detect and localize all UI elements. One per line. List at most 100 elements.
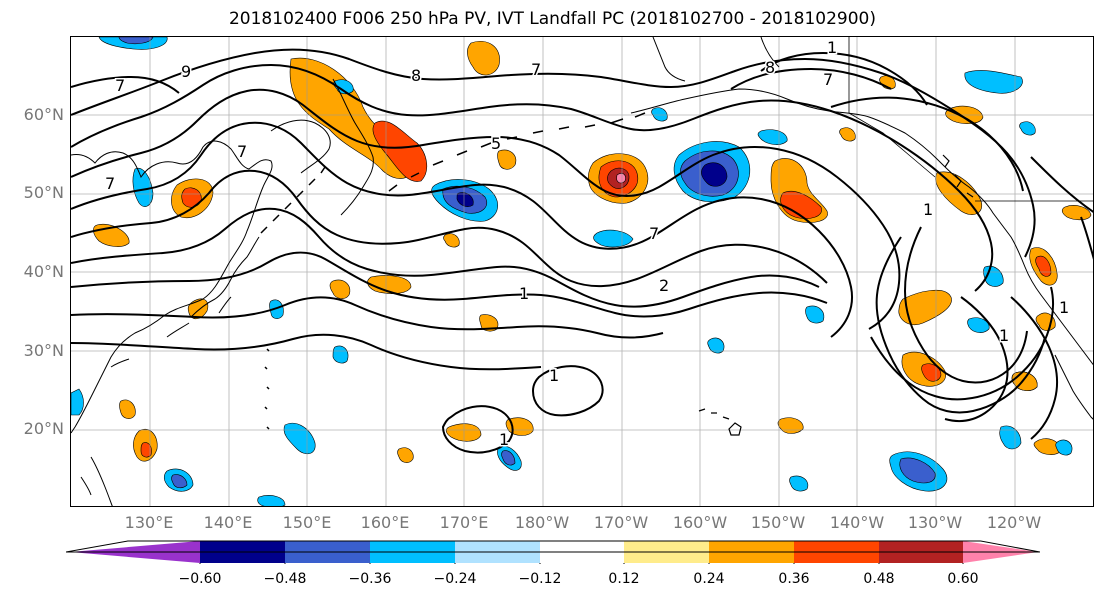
ivt-contour [870, 286, 1055, 401]
contour-label: 1 [827, 38, 837, 57]
pv-positive-blob [397, 447, 414, 463]
gridlines [71, 37, 1093, 506]
asia-coastline [71, 140, 273, 434]
colorbar-graphic [65, 540, 1041, 567]
contour-label: 1 [923, 200, 933, 219]
pv-negative-blob [332, 345, 349, 364]
map-canvas: 9 8 7 7 7 7 5 8 7 7 1 2 1 1 1 1 1 1 [71, 37, 1093, 506]
lat-label-20n: 20°N [23, 419, 64, 438]
colorbar-outline [65, 540, 1041, 553]
colorbar-label: −0.24 [433, 571, 477, 587]
pv-negative-blob [651, 107, 668, 122]
negative-anomaly-fills [71, 37, 1073, 506]
pv-positive-blob [329, 279, 351, 299]
pv-negative-blob [757, 129, 788, 145]
colorbar-label: 0.24 [693, 571, 725, 587]
ivt-contour [71, 121, 853, 338]
ivt-contour [71, 75, 180, 94]
contour-label: 7 [531, 60, 541, 79]
lon-label-160e: 160°E [360, 513, 410, 532]
philippines-coastline [80, 456, 113, 506]
colorbar-label: 0.12 [608, 571, 640, 587]
lon-label-130w: 130°W [907, 513, 963, 532]
ivt-contour [531, 365, 604, 417]
lon-label-170w: 170°W [593, 513, 649, 532]
contour-label: 7 [105, 174, 115, 193]
pv-negative-blob [899, 457, 936, 484]
colorbar-label: −0.36 [348, 571, 392, 587]
ivt-contours [71, 48, 1093, 454]
ivt-contour [1010, 296, 1058, 440]
contour-label: 2 [659, 276, 669, 295]
colorbar [65, 540, 1041, 568]
contour-labels: 9 8 7 7 7 7 5 8 7 7 1 2 1 1 1 1 1 1 [104, 37, 1071, 451]
okhotsk-coastline [270, 119, 331, 174]
pv-positive-blob [443, 233, 460, 248]
ivt-contour [71, 251, 828, 318]
colorbar-label: −0.48 [263, 571, 307, 587]
pv-positive-blob [777, 417, 804, 434]
lat-label-50n: 50°N [23, 183, 64, 202]
pv-positive-blob [497, 149, 517, 170]
alaska-coastline [630, 88, 1093, 366]
pv-negative-blob [257, 495, 286, 506]
colorbar-label: −0.12 [518, 571, 562, 587]
colorbar-ticks [199, 563, 964, 567]
pv-negative-blob [269, 299, 284, 319]
colorbar-label: 0.48 [863, 571, 895, 587]
pv-positive-blob [467, 41, 500, 76]
canada-border [848, 37, 936, 178]
map-title: 2018102400 F006 250 hPa PV, IVT Landfall… [228, 9, 876, 29]
pv-positive-blob [479, 314, 499, 332]
pv-negative-blob [501, 450, 516, 466]
positive-anomaly-fills [93, 41, 1092, 463]
lon-label-120w: 120°W [986, 513, 1042, 532]
pv-negative-blob [999, 425, 1022, 450]
pv-negative-blob [132, 167, 154, 207]
lon-label-130e: 130°E [124, 513, 174, 532]
contour-label: 7 [115, 76, 125, 95]
hawaii-islands [698, 408, 742, 436]
contour-label: 1 [549, 366, 559, 385]
pv-positive-blob [1035, 255, 1052, 277]
lon-label-140e: 140°E [203, 513, 253, 532]
map-panel: 9 8 7 7 7 7 5 8 7 7 1 2 1 1 1 1 1 1 [70, 36, 1094, 507]
pv-positive-blob [616, 173, 626, 184]
lon-label-150e: 150°E [282, 513, 332, 532]
ivt-contour [875, 236, 1046, 414]
contour-label: 8 [765, 58, 775, 77]
alaska-north-coastline [652, 37, 780, 82]
mexico-coastline [1054, 354, 1093, 420]
pv-negative-blob [789, 475, 809, 492]
pv-positive-blob [119, 399, 136, 419]
ivt-contour [71, 169, 828, 288]
pv-negative-blob [71, 388, 84, 416]
pv-negative-blob [1019, 121, 1036, 136]
aleutian-islands [388, 112, 646, 192]
kamchatka-coastline [332, 78, 374, 216]
contour-label: 9 [181, 62, 191, 81]
contour-label: 7 [649, 224, 659, 243]
ivt-contour [1080, 216, 1093, 260]
japan-coastline [190, 236, 260, 318]
ivt-contour [830, 96, 1024, 192]
pv-negative-blob [118, 37, 154, 45]
pv-negative-blob [456, 192, 474, 207]
pv-negative-blob [707, 337, 725, 354]
colorbar-label: −0.60 [178, 571, 222, 587]
lat-label-40n: 40°N [23, 262, 64, 281]
lat-label-30n: 30°N [23, 341, 64, 360]
ivt-contour [71, 333, 542, 371]
pv-negative-blob [964, 70, 1023, 94]
ivt-contour [441, 405, 514, 454]
ivt-contour [71, 296, 664, 339]
lon-label-160w: 160°W [672, 513, 728, 532]
lon-label-170e: 170°E [439, 513, 489, 532]
contour-label: 1 [499, 430, 509, 449]
ivt-contour [760, 51, 928, 106]
kuril-islands [260, 166, 326, 234]
pacific-islands [264, 348, 270, 430]
ivt-contour [71, 63, 994, 292]
pv-positive-blob [898, 289, 952, 326]
contour-label: 1 [999, 326, 1009, 345]
